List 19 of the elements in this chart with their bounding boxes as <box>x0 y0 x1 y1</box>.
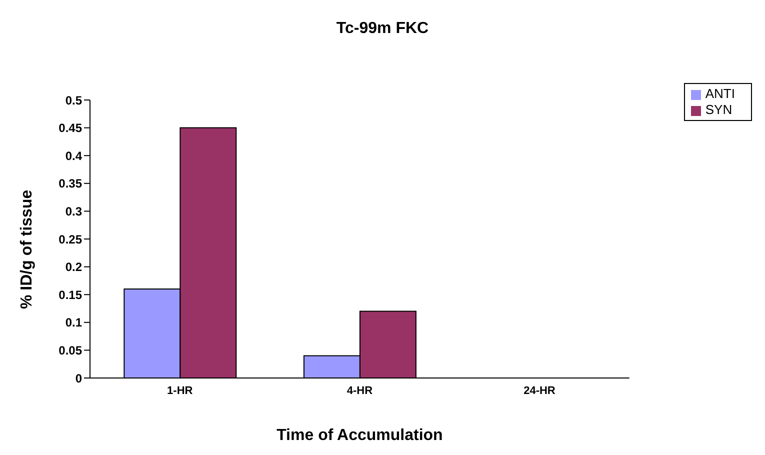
y-tick-label: 0.05 <box>58 343 82 358</box>
y-tick-label: 0.4 <box>65 148 82 163</box>
legend-label: SYN <box>705 102 732 117</box>
x-axis-title: Time of Accumulation <box>276 427 443 444</box>
x-tick-label: 24-HR <box>524 384 556 397</box>
y-tick-label: 0.2 <box>65 260 82 274</box>
x-tick-label: 1-HR <box>167 384 193 397</box>
y-tick-label: 0.5 <box>65 93 82 108</box>
y-tick-label: 0.15 <box>58 288 82 302</box>
x-tick-label: 4-HR <box>346 384 373 397</box>
chart-title: Tc-99m FKC <box>335 20 430 38</box>
y-tick-label: 0.45 <box>58 121 82 136</box>
y-axis-title: % ID/g of tissue <box>18 190 36 309</box>
y-tick-label: 0 <box>75 371 82 386</box>
y-tick-label: 0.1 <box>65 316 82 330</box>
legend-label: ANTI <box>705 86 735 101</box>
y-tick-label: 0.35 <box>58 176 82 191</box>
y-tick-label: 0.25 <box>58 232 82 246</box>
y-tick-label: 0.3 <box>65 204 82 218</box>
